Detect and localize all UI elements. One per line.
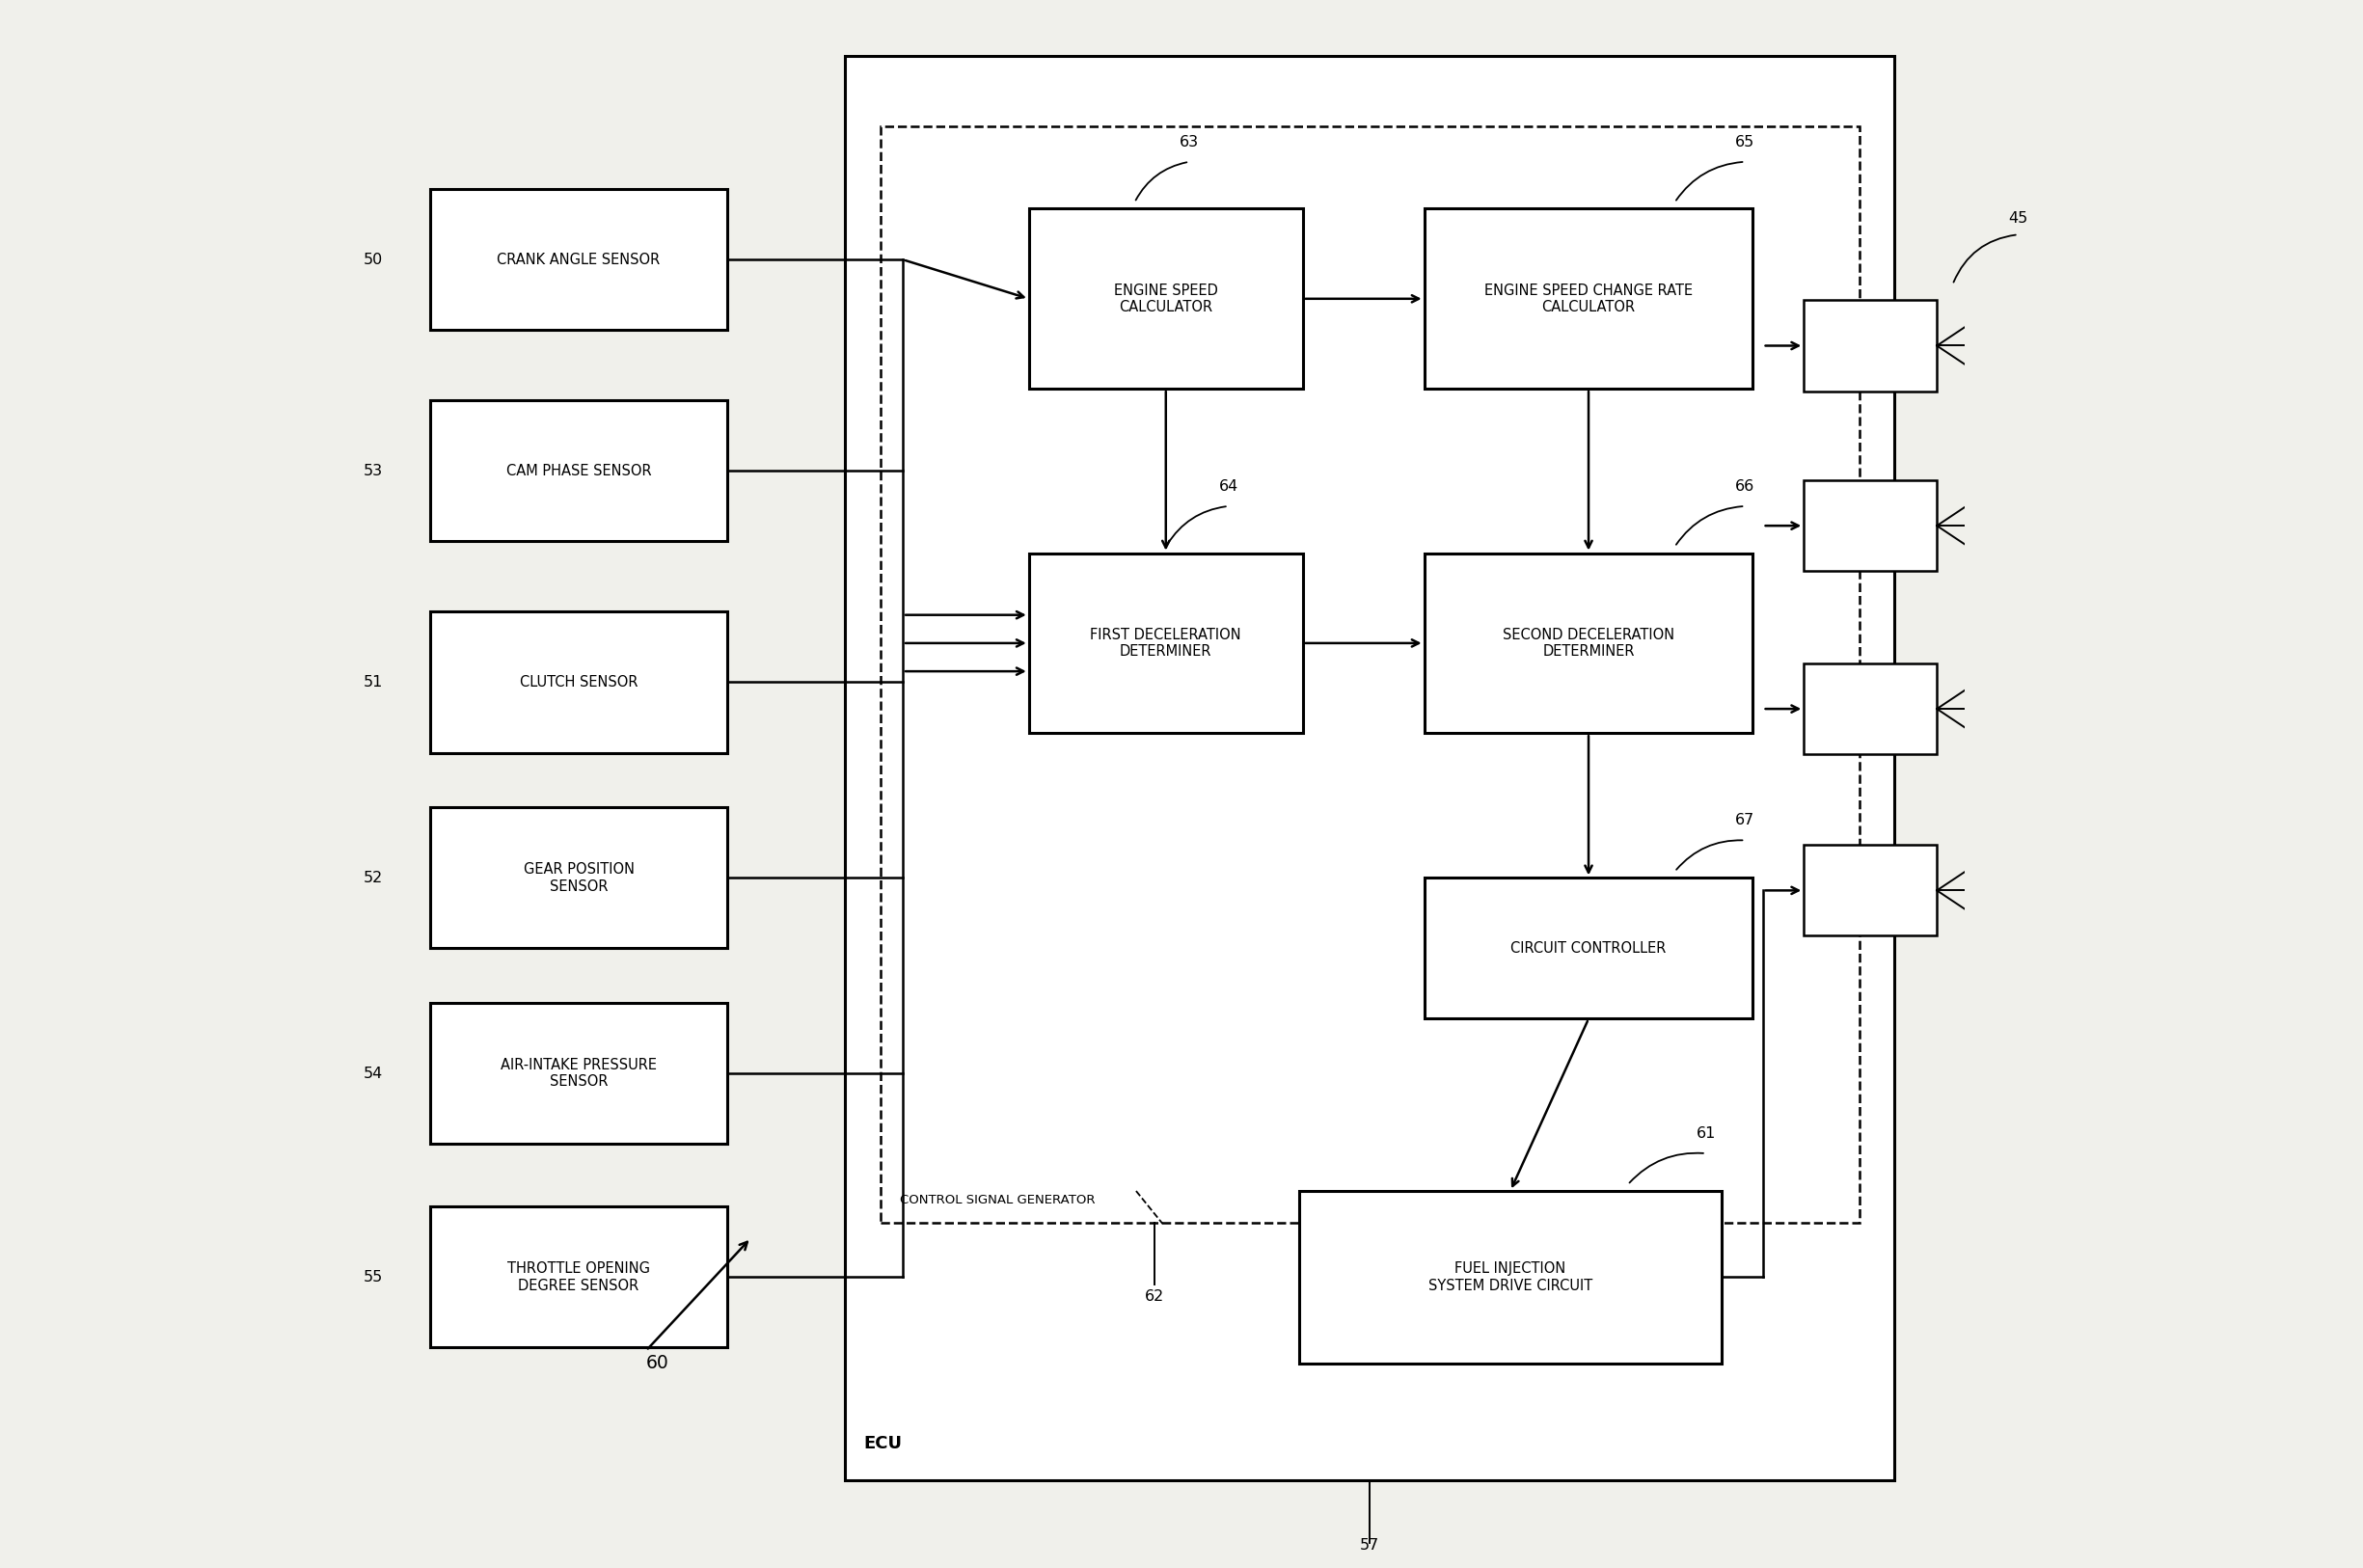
Text: ENGINE SPEED CHANGE RATE
CALCULATOR: ENGINE SPEED CHANGE RATE CALCULATOR	[1484, 284, 1692, 314]
Text: CIRCUIT CONTROLLER: CIRCUIT CONTROLLER	[1510, 941, 1666, 955]
Text: 64: 64	[1219, 480, 1238, 494]
Text: AIR-INTAKE PRESSURE
SENSOR: AIR-INTAKE PRESSURE SENSOR	[501, 1058, 657, 1090]
Bar	[1803, 480, 1938, 571]
Bar	[881, 127, 1860, 1223]
Text: CAM PHASE SENSOR: CAM PHASE SENSOR	[506, 464, 652, 478]
Bar	[1803, 845, 1938, 936]
Text: 60: 60	[645, 1355, 669, 1372]
Text: CLUTCH SENSOR: CLUTCH SENSOR	[520, 674, 638, 690]
Text: 51: 51	[364, 674, 383, 690]
Text: 53: 53	[364, 464, 383, 478]
Text: 50: 50	[364, 252, 383, 267]
Bar	[1803, 301, 1938, 390]
Text: SECOND DECELERATION
DETERMINER: SECOND DECELERATION DETERMINER	[1503, 627, 1675, 659]
Bar	[1425, 554, 1753, 734]
Text: 52: 52	[364, 870, 383, 886]
Bar	[430, 808, 728, 949]
Text: 55: 55	[364, 1270, 383, 1284]
Text: ENGINE SPEED
CALCULATOR: ENGINE SPEED CALCULATOR	[1113, 284, 1217, 314]
Bar	[430, 400, 728, 541]
Bar	[1028, 554, 1302, 734]
Text: 54: 54	[364, 1066, 383, 1080]
Text: 66: 66	[1734, 480, 1756, 494]
Text: 57: 57	[1359, 1538, 1380, 1552]
Text: ECU: ECU	[865, 1435, 903, 1452]
Text: CRANK ANGLE SENSOR: CRANK ANGLE SENSOR	[496, 252, 659, 267]
Text: 63: 63	[1179, 135, 1198, 149]
Bar	[1028, 209, 1302, 389]
Text: 65: 65	[1734, 135, 1756, 149]
Text: FUEL INJECTION
SYSTEM DRIVE CIRCUIT: FUEL INJECTION SYSTEM DRIVE CIRCUIT	[1427, 1261, 1593, 1292]
Bar	[846, 56, 1893, 1480]
Text: 45: 45	[2009, 210, 2027, 226]
Bar	[430, 1207, 728, 1347]
Text: 67: 67	[1734, 814, 1756, 828]
Text: 61: 61	[1697, 1126, 1716, 1142]
Text: FIRST DECELERATION
DETERMINER: FIRST DECELERATION DETERMINER	[1089, 627, 1241, 659]
Text: THROTTLE OPENING
DEGREE SENSOR: THROTTLE OPENING DEGREE SENSOR	[508, 1261, 650, 1292]
Bar	[1803, 663, 1938, 754]
Bar	[1300, 1192, 1723, 1363]
Text: 62: 62	[1146, 1289, 1165, 1305]
Text: GEAR POSITION
SENSOR: GEAR POSITION SENSOR	[522, 862, 633, 894]
Bar	[430, 190, 728, 329]
Bar	[1425, 209, 1753, 389]
Bar	[1425, 878, 1753, 1019]
Bar	[430, 612, 728, 753]
Bar	[430, 1004, 728, 1145]
Text: CONTROL SIGNAL GENERATOR: CONTROL SIGNAL GENERATOR	[900, 1195, 1094, 1207]
